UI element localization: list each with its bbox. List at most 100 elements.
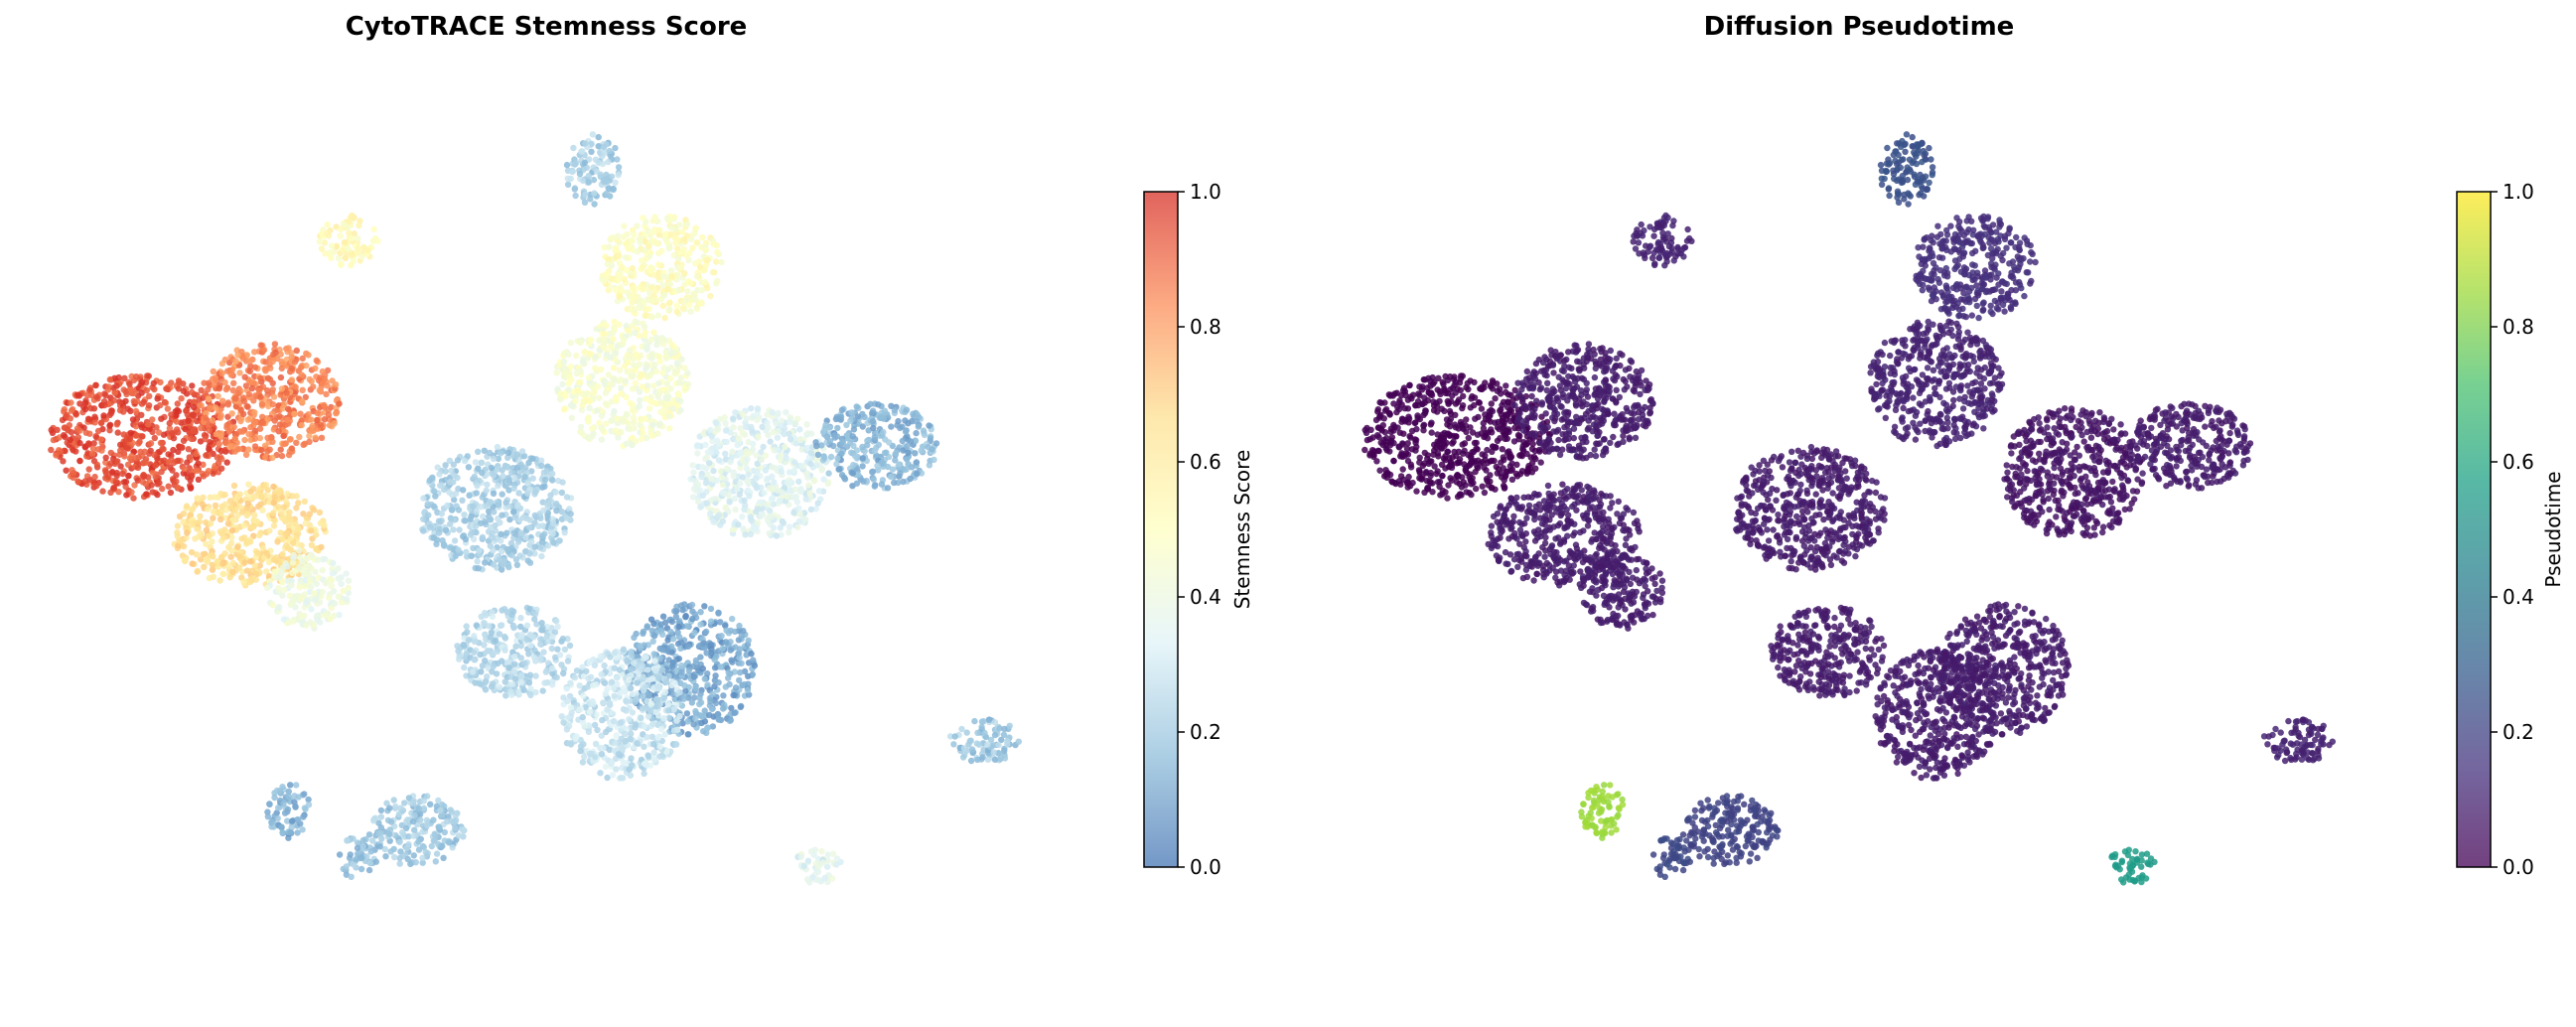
- data-point: [673, 308, 680, 315]
- data-point: [511, 514, 518, 521]
- data-point: [560, 694, 567, 701]
- data-point: [338, 580, 345, 588]
- data-point: [154, 491, 161, 499]
- data-point: [251, 409, 258, 416]
- data-point: [656, 753, 663, 760]
- data-point: [353, 856, 359, 863]
- data-point: [218, 369, 225, 377]
- data-point: [524, 490, 531, 497]
- data-point: [553, 369, 560, 376]
- data-point: [573, 369, 580, 377]
- data-point: [611, 650, 619, 657]
- data-point: [627, 772, 635, 779]
- data-point: [288, 365, 295, 372]
- data-point: [665, 413, 672, 420]
- data-point: [145, 421, 152, 428]
- data-point: [549, 519, 557, 526]
- data-point: [531, 543, 538, 550]
- data-point: [614, 343, 622, 350]
- data-point: [687, 308, 694, 315]
- data-point: [312, 597, 319, 604]
- data-point: [517, 623, 524, 631]
- data-point: [667, 628, 674, 636]
- data-point: [281, 586, 288, 593]
- data-point: [259, 507, 266, 514]
- data-point: [116, 407, 124, 414]
- data-point: [519, 514, 527, 521]
- data-point: [245, 481, 252, 488]
- data-point: [642, 332, 648, 339]
- data-point: [288, 582, 295, 589]
- data-point: [612, 740, 619, 747]
- data-point: [498, 547, 505, 555]
- data-point: [451, 537, 459, 544]
- data-point: [348, 873, 355, 880]
- data-point: [696, 694, 703, 701]
- data-point: [259, 419, 267, 427]
- data-point: [719, 489, 726, 497]
- data-point: [209, 538, 215, 545]
- data-point: [642, 324, 648, 331]
- data-point: [735, 521, 742, 528]
- data-point: [174, 484, 182, 492]
- data-point: [331, 612, 338, 620]
- data-point: [613, 766, 620, 773]
- data-point: [117, 441, 124, 448]
- data-point: [474, 482, 481, 490]
- data-point: [494, 443, 501, 451]
- data-point: [411, 812, 418, 819]
- data-point: [158, 415, 165, 422]
- data-point: [65, 427, 72, 434]
- data-point: [173, 412, 180, 419]
- data-point: [669, 663, 676, 670]
- data-point: [202, 414, 209, 421]
- data-point: [210, 509, 217, 515]
- data-point: [690, 486, 698, 493]
- data-point: [420, 515, 427, 522]
- data-point: [487, 516, 494, 523]
- data-point: [671, 679, 678, 687]
- data-point: [745, 471, 752, 478]
- data-point: [436, 471, 443, 478]
- data-point: [586, 708, 593, 715]
- data-point: [160, 431, 168, 438]
- data-point: [396, 854, 403, 862]
- data-point: [641, 770, 647, 778]
- data-point: [489, 470, 496, 477]
- data-point: [678, 668, 685, 675]
- data-point: [653, 341, 660, 349]
- data-point: [308, 377, 315, 385]
- data-point: [730, 691, 737, 699]
- data-point: [529, 475, 536, 482]
- data-point: [790, 510, 797, 516]
- data-point: [475, 465, 482, 473]
- data-point: [715, 457, 723, 464]
- data-point: [269, 358, 276, 366]
- data-point: [251, 435, 258, 442]
- data-point: [288, 445, 296, 452]
- data-point: [299, 558, 306, 565]
- data-point: [377, 830, 384, 837]
- data-point: [377, 813, 385, 820]
- data-point: [490, 490, 498, 498]
- data-point: [599, 716, 606, 724]
- data-point: [662, 349, 669, 356]
- data-point: [642, 683, 648, 690]
- data-point: [270, 510, 277, 516]
- data-point: [656, 743, 663, 750]
- data-point: [807, 506, 814, 514]
- data-point: [257, 501, 264, 508]
- data-point: [130, 389, 138, 397]
- data-point: [143, 386, 150, 394]
- data-point: [221, 491, 228, 499]
- data-point: [197, 513, 204, 519]
- data-point: [648, 432, 656, 440]
- data-point: [517, 614, 524, 622]
- data-point: [530, 634, 537, 641]
- data-point: [299, 386, 306, 393]
- data-point: [526, 559, 534, 566]
- data-point: [579, 759, 587, 766]
- data-point: [727, 647, 734, 654]
- data-point: [459, 497, 466, 504]
- data-point: [430, 534, 438, 541]
